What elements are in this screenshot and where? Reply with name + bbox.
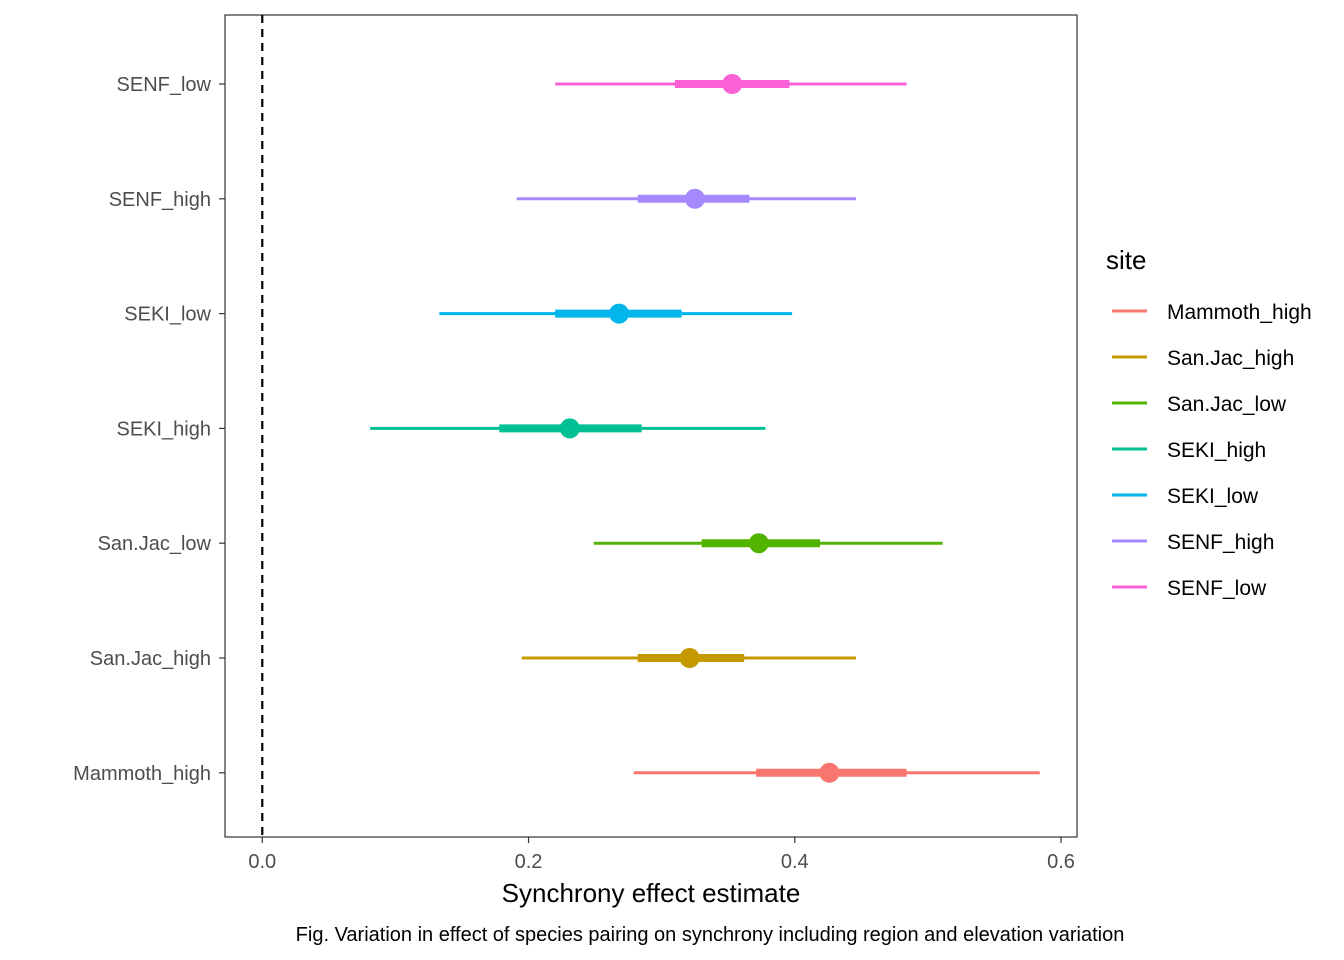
legend-entry: SEKI_high xyxy=(1167,439,1266,462)
legend-entry: San.Jac_high xyxy=(1167,347,1294,370)
y-tick-label: SEKI_low xyxy=(124,304,211,326)
y-tick-label: SEKI_high xyxy=(116,418,211,440)
point-estimate xyxy=(609,303,630,324)
x-axis: 0.0 0.2 0.4 0.6 xyxy=(248,837,1075,873)
y-tick-label: Mammoth_high xyxy=(73,763,211,785)
point-estimate xyxy=(819,762,840,783)
legend-entry: San.Jac_low xyxy=(1167,393,1287,416)
legend-entry: SENF_high xyxy=(1167,531,1274,554)
legend-entry: SENF_low xyxy=(1167,577,1267,600)
x-tick-label: 0.0 xyxy=(248,851,276,873)
y-axis: Mammoth_high San.Jac_high San.Jac_low SEKI_… xyxy=(73,74,225,785)
legend-entry: SEKI_low xyxy=(1167,485,1259,508)
x-tick-label: 0.2 xyxy=(515,851,543,873)
legend-title: site xyxy=(1106,245,1146,275)
plot-panel xyxy=(224,14,1078,838)
point-estimate xyxy=(559,418,580,439)
y-tick-label: SENF_high xyxy=(109,189,211,211)
legend: site Mammoth_high San.Jac_high San.Jac_low… xyxy=(1106,245,1312,600)
x-tick-label: 0.4 xyxy=(781,851,809,873)
y-tick-label: SENF_low xyxy=(117,74,212,96)
point-estimate xyxy=(748,533,769,554)
y-tick-label: San.Jac_low xyxy=(98,533,212,555)
figure-caption: Fig. Variation in effect of species pair… xyxy=(296,924,1125,946)
x-tick-label: 0.6 xyxy=(1047,851,1075,873)
point-estimate xyxy=(722,74,743,94)
x-axis-title: Synchrony effect estimate xyxy=(502,878,801,908)
point-estimate xyxy=(679,648,700,668)
point-estimate xyxy=(684,188,705,209)
interval-series xyxy=(370,74,1040,783)
y-tick-label: San.Jac_high xyxy=(90,648,211,670)
legend-entry: Mammoth_high xyxy=(1167,301,1312,324)
